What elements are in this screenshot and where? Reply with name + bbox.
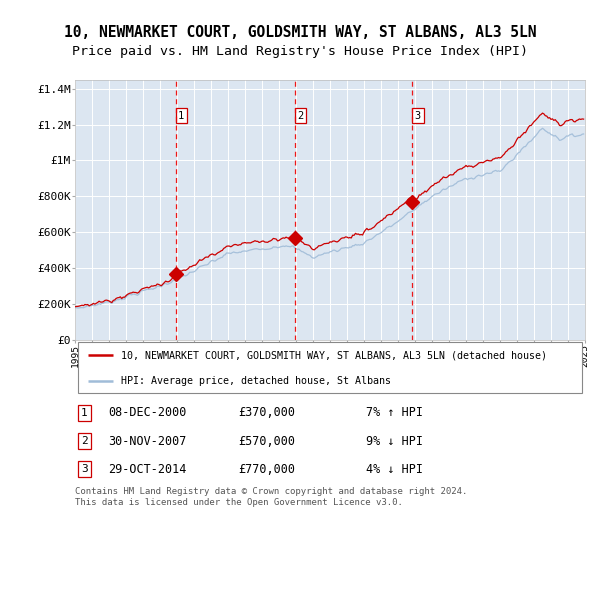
Text: 3: 3 bbox=[415, 110, 421, 120]
Text: 1: 1 bbox=[81, 408, 88, 418]
Text: Contains HM Land Registry data © Crown copyright and database right 2024.
This d: Contains HM Land Registry data © Crown c… bbox=[75, 487, 467, 507]
Text: 2: 2 bbox=[297, 110, 304, 120]
Text: 9% ↓ HPI: 9% ↓ HPI bbox=[366, 435, 422, 448]
Text: 30-NOV-2007: 30-NOV-2007 bbox=[108, 435, 187, 448]
Text: HPI: Average price, detached house, St Albans: HPI: Average price, detached house, St A… bbox=[121, 376, 391, 386]
Text: £370,000: £370,000 bbox=[238, 407, 295, 419]
Text: £770,000: £770,000 bbox=[238, 463, 295, 476]
Text: 08-DEC-2000: 08-DEC-2000 bbox=[108, 407, 187, 419]
Text: 10, NEWMARKET COURT, GOLDSMITH WAY, ST ALBANS, AL3 5LN (detached house): 10, NEWMARKET COURT, GOLDSMITH WAY, ST A… bbox=[121, 350, 547, 360]
Text: £570,000: £570,000 bbox=[238, 435, 295, 448]
Text: 10, NEWMARKET COURT, GOLDSMITH WAY, ST ALBANS, AL3 5LN: 10, NEWMARKET COURT, GOLDSMITH WAY, ST A… bbox=[64, 25, 536, 40]
Text: 7% ↑ HPI: 7% ↑ HPI bbox=[366, 407, 422, 419]
FancyBboxPatch shape bbox=[77, 342, 583, 394]
Text: 4% ↓ HPI: 4% ↓ HPI bbox=[366, 463, 422, 476]
Text: 1: 1 bbox=[178, 110, 184, 120]
Text: Price paid vs. HM Land Registry's House Price Index (HPI): Price paid vs. HM Land Registry's House … bbox=[72, 45, 528, 58]
Text: 2: 2 bbox=[81, 436, 88, 446]
Text: 29-OCT-2014: 29-OCT-2014 bbox=[108, 463, 187, 476]
Text: 3: 3 bbox=[81, 464, 88, 474]
